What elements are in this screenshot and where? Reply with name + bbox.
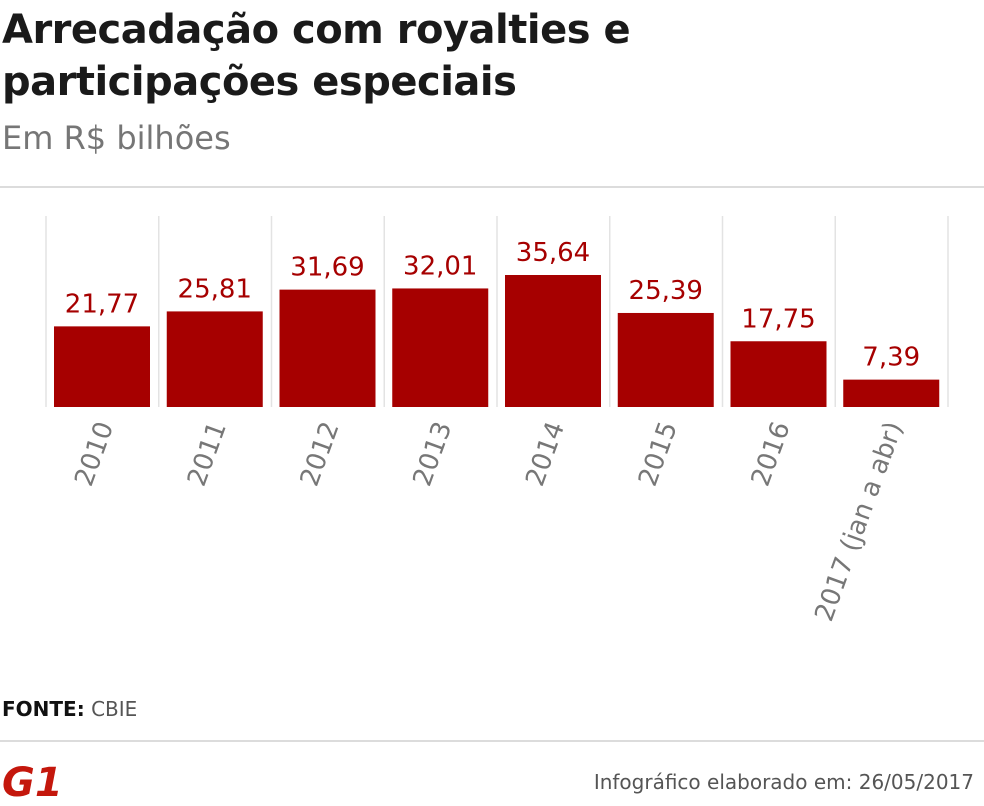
x-tick-label: 2017 (jan a abr)	[809, 418, 909, 626]
data-label: 35,64	[516, 238, 590, 268]
chart-title-line-1: Arrecadação com royalties e	[2, 7, 631, 53]
bar-2013	[392, 288, 489, 407]
data-label: 17,75	[741, 304, 815, 334]
bar-2012	[279, 289, 376, 407]
x-tick-label: 2013	[408, 418, 459, 490]
footer-divider	[0, 740, 984, 742]
data-label: 21,77	[65, 289, 139, 319]
bar-chart: 21,77 2010 25,81 2011 31,69 2012 32,01 2013 35,6…	[45, 216, 949, 626]
infographic-credit: Infográfico elaborado em: 26/05/2017	[593, 770, 974, 794]
bar-2017	[843, 379, 940, 407]
bar-2014	[505, 275, 601, 407]
bar-2015	[617, 312, 714, 407]
bar-2010	[54, 326, 150, 407]
x-tick-label: 2010	[69, 418, 120, 490]
data-label: 7,39	[862, 343, 920, 373]
data-label: 25,81	[178, 274, 252, 304]
data-label: 32,01	[403, 251, 477, 281]
data-label: 25,39	[629, 276, 703, 306]
g1-logo-text: G1	[2, 760, 60, 802]
x-tick-label: 2016	[746, 418, 797, 490]
x-tick-label: 2011	[182, 418, 233, 490]
data-label: 31,69	[290, 253, 364, 283]
source-label: FONTE:	[2, 697, 85, 721]
g1-logo: G1	[2, 760, 60, 802]
x-tick-label: 2012	[295, 418, 346, 490]
x-tick-label: 2014	[520, 418, 571, 490]
source-value: CBIE	[91, 697, 138, 721]
chart-title: Arrecadação com royalties e participaçõe…	[2, 4, 631, 108]
source-note: FONTE: CBIE	[2, 697, 137, 721]
header-divider	[0, 186, 984, 188]
bar-2016	[730, 341, 827, 407]
chart-title-line-2: participações especiais	[2, 59, 517, 105]
x-tick-label: 2015	[633, 418, 684, 490]
chart-subtitle: Em R$ bilhões	[2, 119, 231, 157]
bar-2011	[166, 311, 263, 407]
